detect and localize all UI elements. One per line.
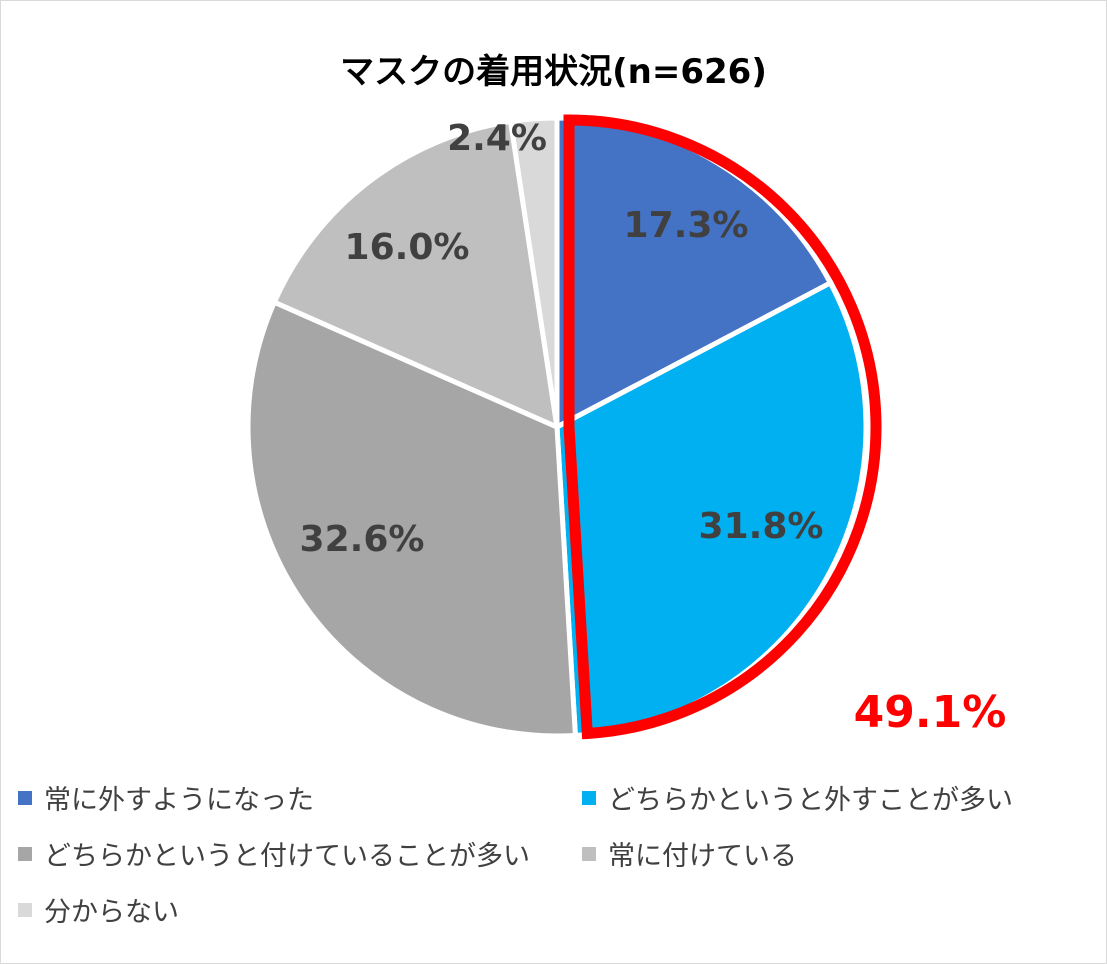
data-label-always-remove: 17.3%: [624, 205, 749, 246]
data-label-mostly-wear: 32.6%: [300, 519, 425, 560]
pie-slice-mostly-wear: [245, 299, 578, 739]
legend-swatch: [18, 790, 32, 805]
pie-slice-always-wear: [271, 119, 560, 430]
legend-item-mostly-wear: どちらかというと付けていることが多い: [18, 834, 530, 873]
legend-item-mostly-remove: どちらかというと外すことが多い: [582, 778, 1013, 817]
legend-label: 常に付けている: [608, 841, 797, 872]
chart-title: マスクの着用状況(n=626): [340, 52, 767, 92]
legend-item-always-remove: 常に外すようになった: [18, 778, 314, 817]
legend-label: 分からない: [44, 897, 179, 928]
legend-swatch: [18, 902, 32, 917]
legend-swatch: [582, 846, 596, 861]
highlight-outline: [563, 114, 882, 740]
data-label-always-wear: 16.0%: [345, 227, 470, 268]
legend-swatch: [18, 846, 32, 861]
legend-item-unknown: 分からない: [18, 890, 179, 929]
legend-label: どちらかというと外すことが多い: [608, 785, 1013, 816]
data-label-mostly-remove: 31.8%: [699, 506, 824, 547]
pie-slice-unknown: [508, 115, 560, 430]
legend-item-always-wear: 常に付けている: [582, 834, 797, 873]
data-label-unknown: 2.4%: [447, 118, 547, 159]
legend-swatch: [582, 790, 596, 805]
legend-label: 常に外すようになった: [44, 785, 314, 816]
legend-label: どちらかというと付けていることが多い: [44, 841, 530, 872]
highlight-total-label: 49.1%: [854, 687, 1007, 738]
